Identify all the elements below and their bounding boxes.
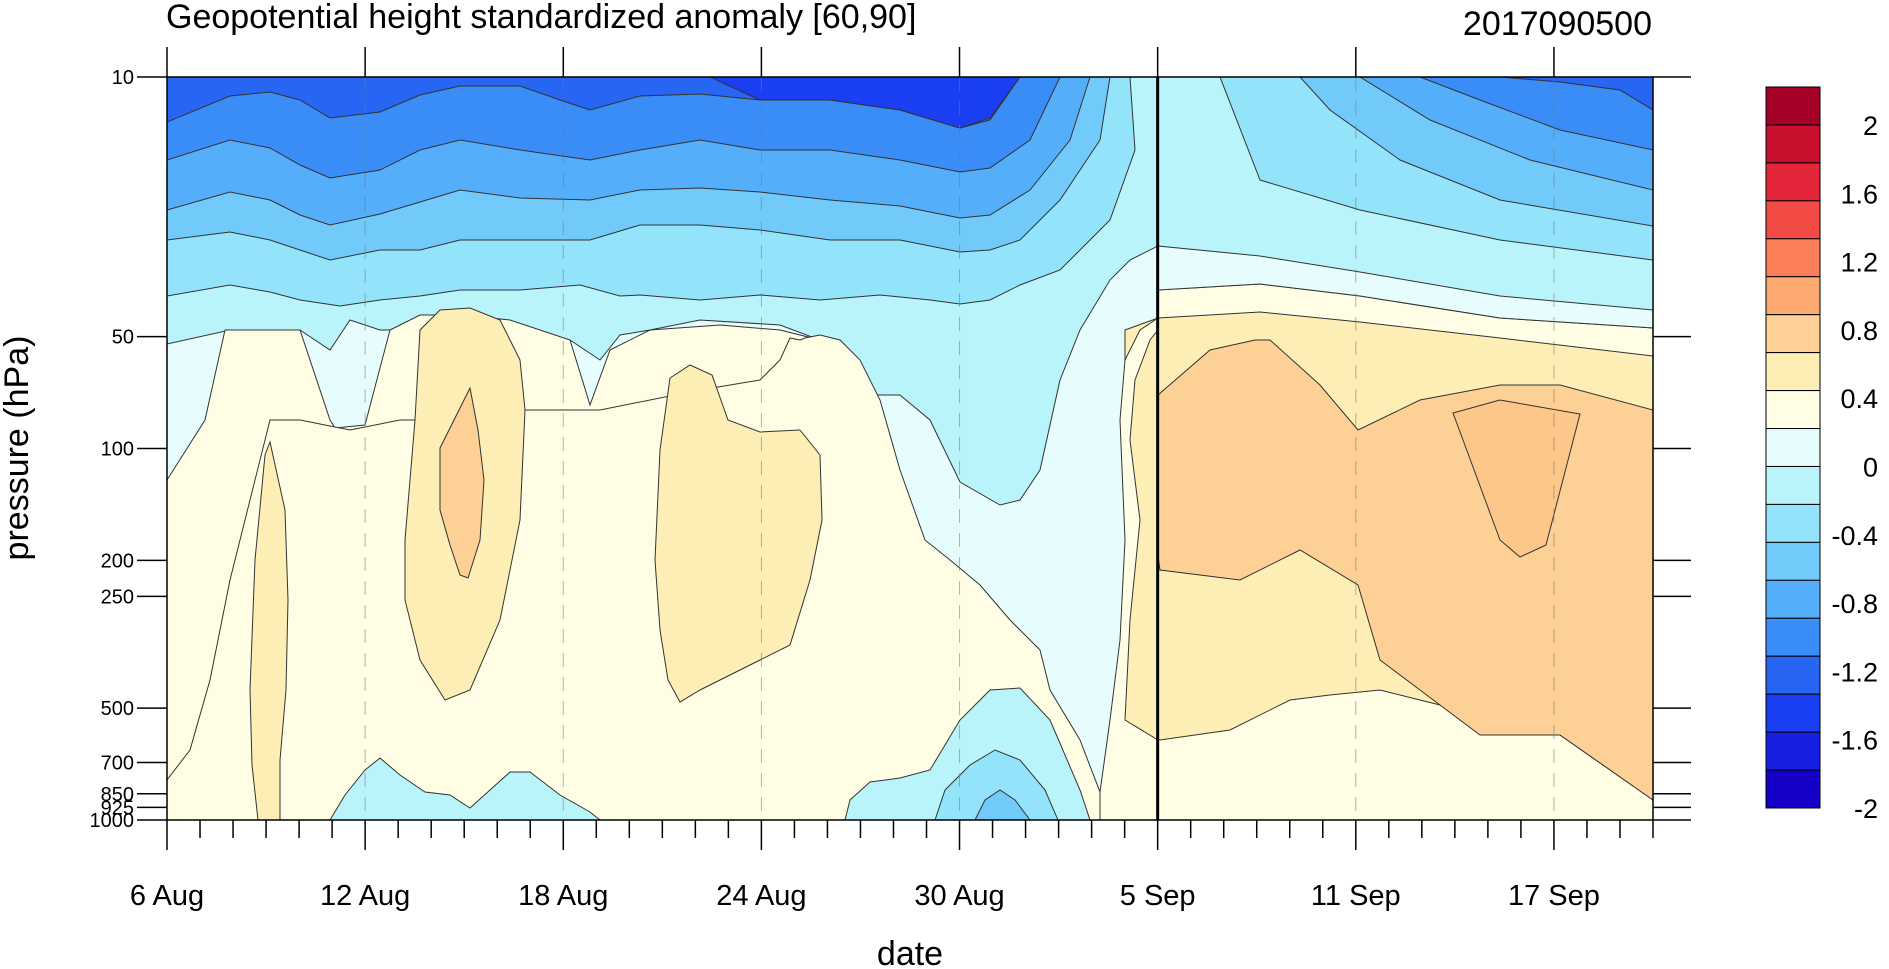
- colorbar-label: 1.6: [1840, 179, 1878, 209]
- colorbar-label: -2: [1854, 794, 1878, 824]
- contour-fill-neg-0p8-trop: [934, 749, 1059, 820]
- x-tick-label: 17 Sep: [1508, 880, 1600, 912]
- colorbar-swatch: [1765, 390, 1821, 430]
- colorbar-label: -1.2: [1831, 657, 1878, 687]
- colorbar-label: 0.8: [1840, 316, 1878, 346]
- colorbar: 2 1.6 1.2 0.8 0.4 0 -0.4 -0.8 -1.2 -1.6 -2: [1765, 86, 1878, 824]
- colorbar-swatch: [1765, 238, 1821, 278]
- colorbar-swatch: [1765, 731, 1821, 771]
- contour-fill-pos-0p8-b: [439, 386, 485, 579]
- chart-title: Geopotential height standardized anomaly…: [166, 0, 916, 36]
- y-tick-label: 850: [101, 784, 134, 806]
- y-tick-label: 925: [101, 797, 134, 819]
- y-tick-label: 700: [101, 752, 134, 774]
- colorbar-label: 0.4: [1840, 384, 1878, 414]
- contour-fill-pos-0p4-a: [249, 440, 289, 820]
- y-tick-label: 1000: [90, 810, 135, 832]
- colorbar-swatch: [1765, 579, 1821, 619]
- x-tick-label: 30 Aug: [914, 880, 1004, 912]
- contour-fill-neg-0p4-trop: [329, 757, 601, 820]
- contour-fill-neg-2-after: [1419, 77, 1653, 151]
- colorbar-swatch: [1765, 503, 1821, 543]
- contour-fill-neg-2p4-after: [1499, 77, 1653, 111]
- colorbar-swatch: [1765, 428, 1821, 467]
- x-tick-label: 5 Sep: [1120, 880, 1196, 912]
- x-tick-label: 24 Aug: [716, 880, 806, 912]
- colorbar-label: -0.8: [1831, 589, 1878, 619]
- colorbar-label: -0.4: [1831, 521, 1878, 551]
- x-tick-label: 18 Aug: [518, 880, 608, 912]
- contour-fill-neg-2p8-before: [560, 77, 1021, 129]
- colorbar-label: 0: [1863, 452, 1878, 482]
- y-tick-label: 10: [112, 67, 134, 89]
- colorbar-label: 2: [1863, 111, 1878, 141]
- colorbar-swatch: [1765, 276, 1821, 316]
- x-tick-label: 6 Aug: [130, 880, 204, 912]
- colorbar-swatch: [1765, 162, 1821, 202]
- colorbar-swatch: [1765, 465, 1821, 505]
- colorbar-label: -1.6: [1831, 726, 1878, 756]
- x-tick-label: 11 Sep: [1311, 880, 1401, 912]
- contour-fill-neg-1p2-trop: [974, 789, 1031, 820]
- contour-fill-pos-0-troposphere: [167, 334, 1101, 820]
- colorbar-swatch: [1765, 124, 1821, 164]
- x-axis-title: date: [877, 935, 943, 969]
- y-tick-label: 100: [101, 439, 134, 461]
- x-ticks: 6 Aug 12 Aug 18 Aug 24 Aug 30 Aug 5 Sep 11 Sep…: [130, 47, 1654, 912]
- colorbar-swatch: [1765, 352, 1821, 392]
- y-tick-label: 500: [101, 698, 134, 720]
- analysis-date-label: 2017090500: [1463, 5, 1652, 43]
- contour-fill-pos-0p4-c: [654, 364, 823, 703]
- colorbar-swatch: [1765, 541, 1821, 581]
- colorbar-swatch: [1765, 617, 1821, 657]
- y-tick-label: 50: [112, 327, 134, 349]
- colorbar-label: 1.2: [1840, 248, 1878, 278]
- y-tick-label: 200: [101, 550, 134, 572]
- colorbar-swatch: [1765, 693, 1821, 733]
- y-axis-title: pressure (hPa): [0, 336, 36, 561]
- contour-fill-pos-1p2-after: [1452, 399, 1581, 558]
- y-tick-label: 250: [101, 586, 134, 608]
- colorbar-swatch: [1765, 200, 1821, 240]
- colorbar-swatch: [1765, 86, 1821, 126]
- x-tick-label: 12 Aug: [320, 880, 410, 912]
- contour-fills: [167, 77, 1653, 820]
- colorbar-swatch: [1765, 314, 1821, 354]
- colorbar-swatch: [1765, 769, 1821, 809]
- colorbar-swatch: [1765, 655, 1821, 695]
